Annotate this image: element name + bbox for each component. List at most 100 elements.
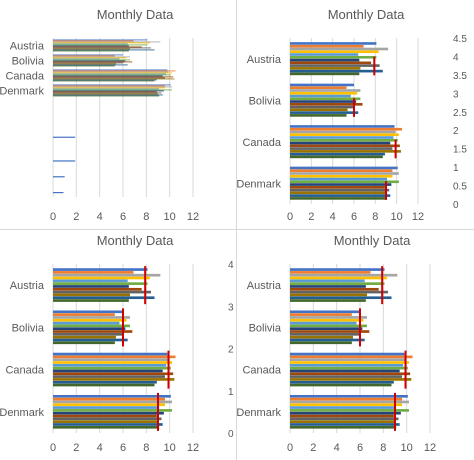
bar <box>290 318 364 322</box>
bar <box>53 89 172 91</box>
secondary-tick-label: 0.5 <box>453 182 467 193</box>
x-tick-label: 12 <box>187 211 199 223</box>
x-tick-label: 10 <box>391 211 403 223</box>
x-tick-label: 10 <box>401 442 413 454</box>
bar <box>53 69 168 71</box>
bar <box>290 133 399 137</box>
bar <box>53 268 148 271</box>
bar <box>290 383 392 387</box>
x-tick-label: 2 <box>73 211 79 223</box>
bar <box>290 403 402 407</box>
bar <box>53 70 176 72</box>
bar <box>290 333 360 336</box>
bar <box>53 64 128 66</box>
bar <box>53 45 129 47</box>
bar <box>290 114 347 117</box>
category-label: Denmark <box>237 178 281 190</box>
bar <box>290 100 357 103</box>
x-tick-label: 4 <box>97 211 103 223</box>
x-tick-label: 8 <box>372 211 378 223</box>
x-tick-label: 12 <box>187 442 199 454</box>
bar <box>53 333 123 336</box>
x-tick-label: 8 <box>380 442 386 454</box>
bar <box>53 55 115 57</box>
bar <box>53 375 165 378</box>
bar <box>53 279 128 283</box>
bar <box>290 91 358 95</box>
bar <box>53 313 115 316</box>
bar <box>53 383 155 387</box>
bar <box>53 43 128 45</box>
bar <box>53 91 157 93</box>
bar <box>290 130 396 134</box>
bar <box>53 285 129 288</box>
bar <box>53 406 160 409</box>
secondary-tick-label: 1 <box>453 163 459 174</box>
bar <box>53 293 130 297</box>
bar <box>53 423 163 426</box>
bar <box>53 65 115 67</box>
bar <box>53 88 160 90</box>
bar <box>290 174 393 178</box>
bar <box>53 425 160 429</box>
bar <box>53 409 172 412</box>
bar <box>53 60 126 62</box>
category-label: Austria <box>247 280 282 292</box>
bar <box>290 287 379 291</box>
x-tick-label: 0 <box>50 211 56 223</box>
bar <box>290 144 400 148</box>
bar <box>290 72 360 76</box>
bar <box>53 411 164 415</box>
vertical-divider <box>236 0 237 460</box>
secondary-tick-label: 2 <box>228 345 234 356</box>
bar <box>53 363 167 367</box>
secondary-tick-label: 0 <box>228 429 234 440</box>
bar <box>290 169 393 173</box>
bar <box>53 92 162 94</box>
x-tick-label: 6 <box>351 211 357 223</box>
category-label: Austria <box>10 41 45 53</box>
bar <box>53 341 115 345</box>
bar <box>290 352 405 356</box>
bar <box>53 296 155 300</box>
bar <box>290 86 347 90</box>
bar <box>290 358 406 362</box>
chart-title: Monthly Data <box>97 7 174 22</box>
bar <box>290 282 385 285</box>
bar <box>53 318 127 322</box>
bar <box>290 166 398 170</box>
x-tick-label: 4 <box>334 442 340 454</box>
x-tick-label: 8 <box>143 211 149 223</box>
chart-top-left: Monthly Data 0 2 4 6 8 10 12 Austria Bolivia Canad… <box>0 7 199 223</box>
bar <box>290 313 352 316</box>
bar <box>290 194 391 197</box>
bar <box>290 417 399 421</box>
bar <box>53 330 133 333</box>
x-tick-label: 12 <box>412 211 424 223</box>
bar <box>290 366 408 370</box>
bar <box>290 293 367 297</box>
bar <box>53 39 148 41</box>
bar <box>290 273 398 277</box>
secondary-tick-label: 4.5 <box>453 34 467 45</box>
bar <box>53 417 162 421</box>
bar <box>290 108 348 112</box>
bar <box>53 352 168 356</box>
category-label: Canada <box>5 71 44 83</box>
bar <box>53 40 134 42</box>
bar <box>290 316 367 319</box>
bar <box>290 172 399 175</box>
bar <box>290 321 357 325</box>
bar <box>290 58 360 62</box>
bar <box>53 335 116 339</box>
bar <box>53 90 164 92</box>
bar <box>53 48 130 50</box>
bar <box>53 85 165 87</box>
bar <box>290 271 371 274</box>
bar <box>290 361 409 364</box>
bar <box>290 136 394 139</box>
category-label: Denmark <box>0 407 44 419</box>
x-tick-label: 2 <box>310 442 316 454</box>
